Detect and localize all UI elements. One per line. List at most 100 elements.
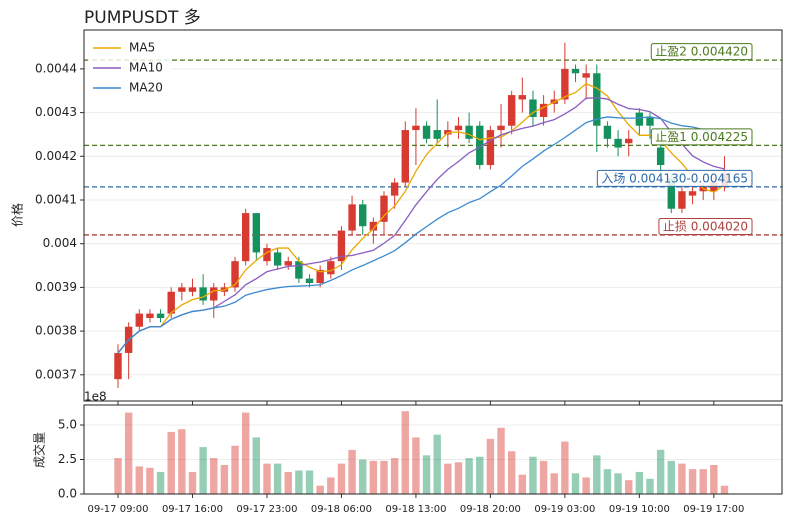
- x-tick-label: 09-17 16:00: [162, 504, 223, 515]
- volume-bar: [422, 455, 431, 494]
- volume-bar: [625, 480, 633, 494]
- candle-body: [199, 287, 207, 301]
- volume-bar: [178, 429, 186, 494]
- y-tick-label: 0.0038: [35, 324, 77, 338]
- volume-bar: [667, 460, 675, 494]
- candle-body: [273, 252, 282, 266]
- volume-bar: [263, 463, 271, 494]
- candle-body: [305, 278, 314, 284]
- y-axis-label: 成交量: [32, 432, 47, 468]
- volume-bar: [273, 463, 282, 494]
- volume-bar: [295, 470, 303, 494]
- level-label-box: [650, 43, 753, 61]
- candle-body: [348, 204, 356, 231]
- candle-body: [667, 178, 675, 209]
- volume-bar: [433, 434, 441, 494]
- ma-line: [117, 97, 725, 354]
- volume-bar: [210, 458, 218, 494]
- volume-bar: [231, 445, 239, 494]
- y-tick-label: 5.0: [58, 418, 77, 432]
- volume-bar: [135, 466, 143, 494]
- volume-bar: [486, 438, 495, 494]
- candle-body: [476, 125, 484, 166]
- volume-bar: [561, 441, 569, 494]
- candle-body: [231, 261, 239, 288]
- candle-body: [167, 291, 175, 314]
- volume-bar: [337, 463, 346, 494]
- volume-bar: [305, 470, 314, 494]
- candle-body: [316, 269, 324, 284]
- volume-bar: [114, 458, 122, 494]
- offset-text: 1e8: [84, 390, 107, 404]
- candle-body: [135, 313, 143, 327]
- candle-body: [412, 125, 420, 131]
- candle-body: [188, 287, 197, 292]
- candle-body: [614, 138, 622, 148]
- candle-body: [252, 213, 261, 253]
- volume-bar: [646, 478, 654, 494]
- candle-body: [571, 68, 580, 74]
- level-label-box: [650, 128, 753, 146]
- volume-bar: [220, 465, 229, 494]
- volume-bar: [529, 456, 537, 494]
- candle-body: [422, 125, 431, 139]
- x-tick-label: 09-18 20:00: [460, 504, 521, 515]
- y-tick-label: 0.0037: [35, 367, 77, 381]
- candle-body: [359, 204, 367, 227]
- candle-body: [656, 147, 665, 166]
- volume-bar: [167, 431, 175, 494]
- level-label: 止损 0.004020: [663, 219, 748, 233]
- legend-label: MA5: [129, 41, 155, 55]
- volume-bar: [401, 411, 409, 494]
- volume-bar: [678, 463, 686, 494]
- volume-bar: [146, 467, 154, 494]
- volume-bar: [539, 460, 548, 494]
- ma-line: [117, 83, 725, 354]
- ma-line: [117, 116, 725, 354]
- volume-bar: [571, 473, 580, 494]
- candle-body: [156, 313, 165, 318]
- x-tick-label: 09-19 03:00: [534, 504, 595, 515]
- volume-bar: [550, 473, 558, 494]
- candle-body: [497, 125, 505, 131]
- y-tick-label: 0.0044: [35, 61, 77, 75]
- y-tick-label: 0.0: [58, 487, 77, 501]
- volume-bar: [518, 474, 527, 494]
- y-tick-label: 2.5: [58, 452, 77, 466]
- volume-bar: [412, 437, 420, 494]
- candle-body: [401, 130, 409, 183]
- candle-body: [295, 261, 303, 279]
- legend-label: MA20: [129, 81, 163, 95]
- y-tick-label: 0.0042: [35, 149, 77, 163]
- candle-body: [454, 125, 463, 131]
- level-label: 止盈2 0.004420: [655, 45, 748, 59]
- candle-body: [582, 73, 590, 78]
- x-tick-label: 09-19 10:00: [609, 504, 670, 515]
- y-tick-label: 0.0041: [35, 192, 77, 206]
- candle-body: [465, 125, 473, 139]
- volume-bar: [380, 460, 388, 494]
- x-tick-label: 09-19 17:00: [683, 504, 744, 515]
- candle-body: [114, 352, 122, 380]
- volume-bar: [252, 437, 261, 494]
- volume-bar: [124, 412, 133, 494]
- level-label-box: [658, 217, 753, 235]
- candle-body: [263, 248, 271, 262]
- candle-body: [146, 313, 154, 318]
- chart-title: PUMPUSDT 多: [84, 8, 201, 28]
- x-tick-label: 09-18 13:00: [385, 504, 446, 515]
- candle-body: [241, 213, 250, 262]
- volume-bar: [656, 449, 665, 494]
- x-tick-label: 09-17 09:00: [87, 504, 148, 515]
- volume-bar: [720, 485, 729, 494]
- volume-bar: [316, 485, 324, 494]
- candle-body: [561, 68, 569, 100]
- volume-bar: [688, 469, 697, 494]
- volume-bar: [635, 471, 644, 494]
- volume-bar: [359, 459, 367, 494]
- volume-bar: [497, 427, 505, 494]
- y-tick-label: 0.0043: [35, 105, 77, 119]
- plot-frame: [83, 404, 783, 495]
- candle-body: [678, 191, 686, 209]
- y-tick-label: 0.004: [43, 236, 77, 250]
